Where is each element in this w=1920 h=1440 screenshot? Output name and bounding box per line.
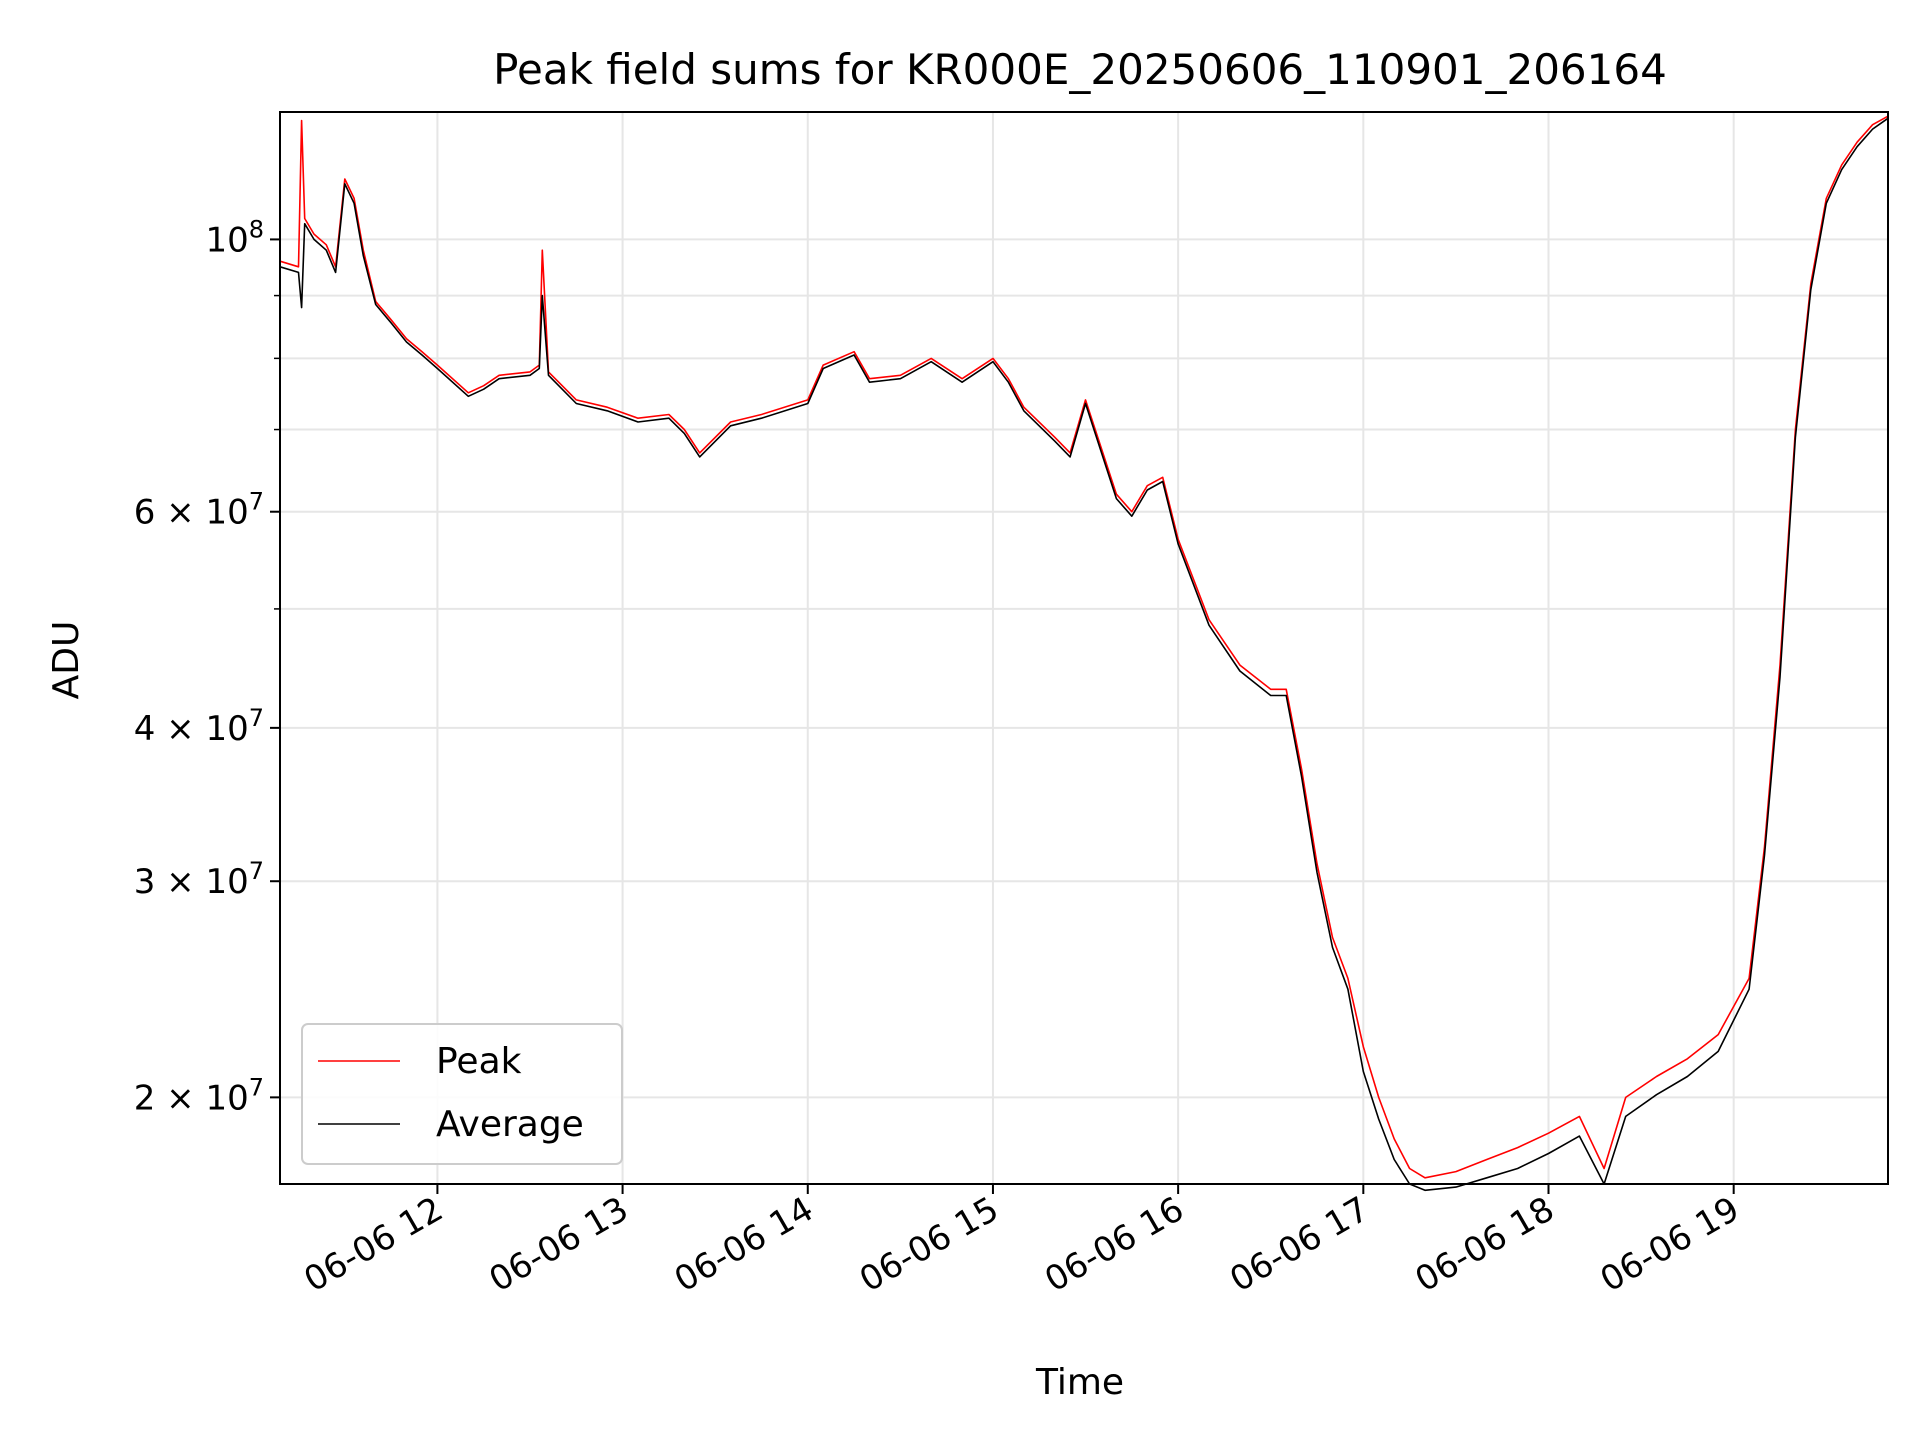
y-tick-label: 4 × 107 xyxy=(134,704,264,749)
series-line-average xyxy=(279,117,1889,1192)
y-tick-label: 6 × 107 xyxy=(134,488,264,533)
y-axis: 108 6 × 107 4 × 107 3 × 107 2 × 107 xyxy=(134,215,280,1118)
x-axis-label: Time xyxy=(1035,1362,1124,1403)
legend: Peak Average xyxy=(301,1023,623,1165)
legend-average-label: Average xyxy=(436,1104,584,1145)
y-tick-label: 2 × 107 xyxy=(134,1073,264,1118)
plot-frame xyxy=(279,111,1889,1185)
legend-peak-label: Peak xyxy=(436,1041,522,1082)
y-axis-label: ADU xyxy=(46,621,87,700)
chart-title: Peak field sums for KR000E_20250606_1109… xyxy=(493,45,1667,94)
series-line-peak xyxy=(279,115,1889,1179)
legend-box xyxy=(301,1023,623,1165)
y-tick-label: 108 xyxy=(205,215,264,260)
y-tick-label: 3 × 107 xyxy=(134,857,264,902)
series-layer xyxy=(279,115,1889,1192)
